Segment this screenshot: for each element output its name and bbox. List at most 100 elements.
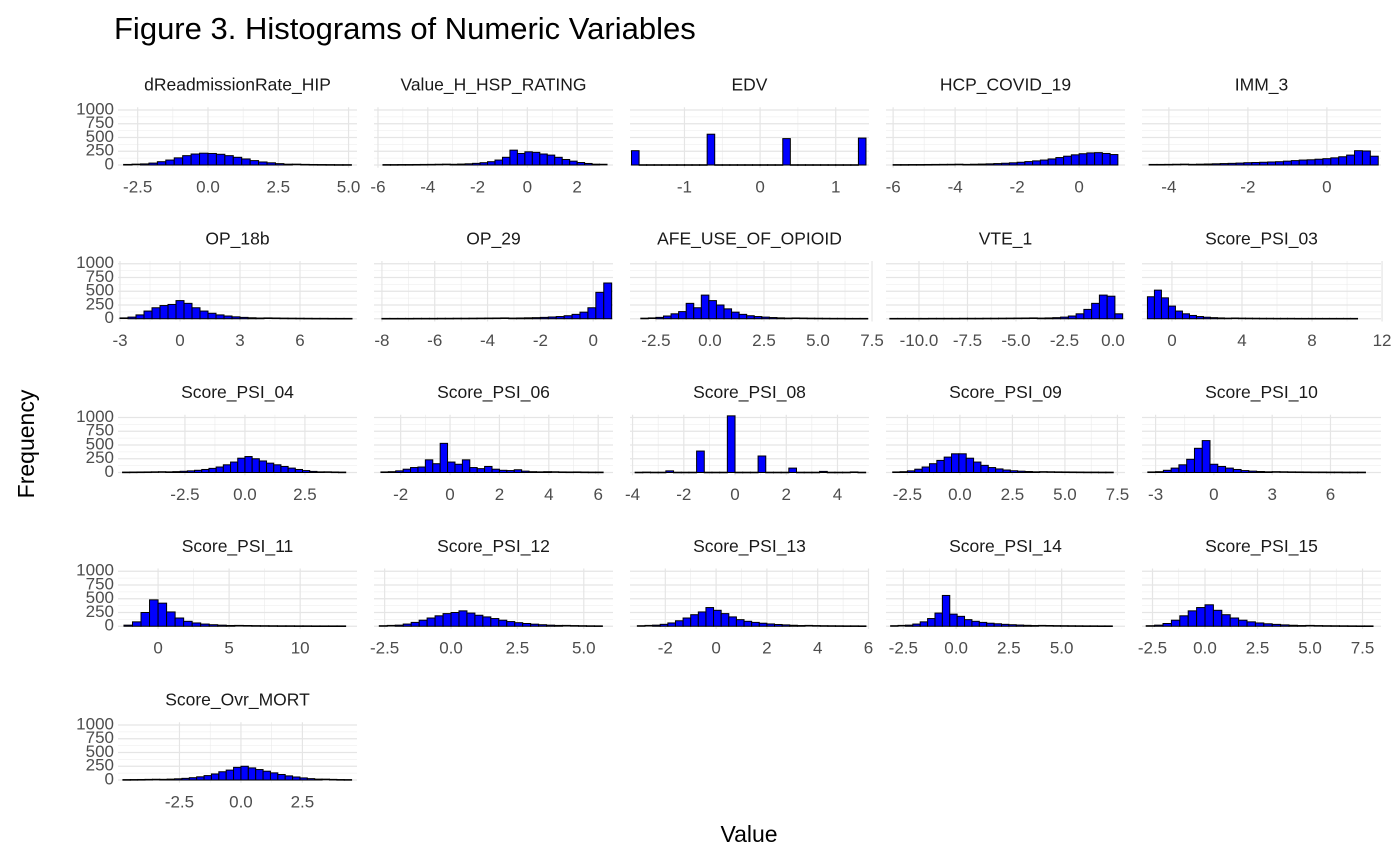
histogram-bar — [344, 780, 351, 781]
histogram-bar — [1222, 615, 1230, 627]
histogram-bar — [1180, 616, 1188, 626]
histogram-bar — [137, 472, 144, 473]
histogram-bar — [501, 318, 509, 319]
histogram-bar — [1025, 472, 1032, 473]
x-tick-label: 6 — [864, 639, 873, 658]
histogram-bar — [991, 318, 999, 319]
histogram-bar — [987, 623, 994, 626]
histogram-bar — [173, 472, 180, 473]
histogram-bar — [684, 165, 692, 166]
histogram-bar — [1362, 151, 1370, 165]
histogram-bar — [296, 318, 304, 319]
histogram-bar — [1236, 163, 1244, 165]
histogram-bar — [1048, 159, 1056, 165]
histogram-bar — [284, 164, 292, 165]
histogram-bar — [562, 160, 569, 166]
histogram-bar — [540, 317, 548, 318]
histogram-bar — [739, 314, 747, 318]
histogram-bar — [898, 625, 905, 626]
histogram-bar — [747, 316, 755, 319]
histogram-bar — [1296, 472, 1304, 473]
histogram-bar — [721, 614, 729, 627]
histogram-bar — [789, 468, 797, 472]
histogram-bar — [1018, 471, 1025, 472]
histogram-bar — [547, 625, 555, 626]
histogram-bar — [1306, 625, 1314, 626]
x-tick-label: 2 — [762, 639, 771, 658]
histogram-bar — [256, 318, 264, 319]
x-tick-label: 0.0 — [233, 485, 257, 504]
histogram-bar — [1010, 471, 1017, 473]
histogram-bar — [458, 164, 465, 165]
histogram-bar — [252, 626, 261, 627]
histogram-bar — [727, 416, 735, 473]
histogram-bar — [1053, 318, 1061, 319]
histogram-bar — [411, 468, 418, 473]
histogram-bar — [555, 625, 563, 626]
histogram-bar — [1075, 626, 1082, 627]
histogram-bar — [435, 164, 442, 165]
histogram-bar — [947, 164, 955, 165]
histogram-bar — [797, 626, 805, 627]
histogram-bar — [488, 162, 495, 165]
histogram-bar — [555, 157, 562, 165]
facet-title: Score_PSI_14 — [949, 536, 1062, 557]
histogram-bar — [465, 164, 472, 165]
histogram-bar — [158, 603, 167, 626]
histogram-bar — [743, 472, 751, 473]
x-tick-label: 3 — [1267, 485, 1276, 504]
histogram-bar — [195, 470, 202, 472]
histogram-bar — [858, 138, 866, 165]
histogram-bar — [231, 462, 238, 472]
histogram-bar — [451, 613, 459, 627]
histogram-bar — [219, 772, 226, 780]
histogram-bar — [525, 152, 532, 165]
histogram-bar — [216, 467, 223, 473]
histogram-bar — [944, 457, 951, 472]
x-tick-label: -2.5 — [889, 639, 918, 658]
histogram-bar — [517, 318, 525, 319]
histogram-bar — [785, 318, 793, 319]
facet-title: Score_PSI_09 — [949, 382, 1062, 403]
histogram-bar — [523, 624, 531, 627]
x-tick-label: 2.5 — [752, 331, 776, 350]
x-tick-label: 4 — [1237, 331, 1246, 350]
x-tick-label: -2.5 — [1138, 639, 1167, 658]
histogram-bar — [455, 464, 462, 472]
histogram-bar — [1045, 318, 1053, 319]
histogram-bar — [337, 780, 344, 781]
histogram-bar — [1288, 472, 1296, 473]
histogram-bar — [588, 472, 595, 473]
histogram-bar — [1168, 306, 1175, 319]
histogram-bar — [151, 472, 158, 473]
facet-title: Score_PSI_04 — [181, 382, 294, 403]
histogram-bar — [260, 626, 269, 627]
histogram-bar — [144, 472, 151, 473]
facet-title: Score_PSI_06 — [437, 382, 550, 403]
histogram-bar — [952, 454, 959, 473]
histogram-bar — [1155, 625, 1163, 626]
histogram-bar — [724, 309, 732, 319]
histogram-bar — [293, 777, 300, 780]
x-tick-label: -7.5 — [953, 331, 982, 350]
histogram-bar — [440, 443, 447, 472]
histogram-bar — [1280, 318, 1287, 319]
histogram-bar — [467, 613, 475, 626]
histogram-bar — [499, 470, 506, 472]
histogram-bar — [551, 472, 558, 473]
histogram-bar — [312, 626, 321, 627]
facet-title: Score_PSI_13 — [693, 536, 806, 557]
histogram-bar — [1302, 318, 1309, 319]
histogram-bar — [781, 472, 789, 473]
x-tick-label: 0 — [153, 639, 162, 658]
histogram-bar — [539, 625, 547, 627]
x-tick-label: 4 — [544, 485, 553, 504]
histogram-bar — [144, 311, 152, 319]
histogram-bar — [288, 468, 295, 472]
histogram-bar — [411, 622, 419, 626]
histogram-bar — [1009, 625, 1016, 627]
x-tick-label: -2 — [1240, 177, 1255, 196]
histogram-bar — [152, 308, 160, 319]
histogram-bar — [581, 472, 588, 473]
histogram-bar — [1244, 163, 1252, 165]
